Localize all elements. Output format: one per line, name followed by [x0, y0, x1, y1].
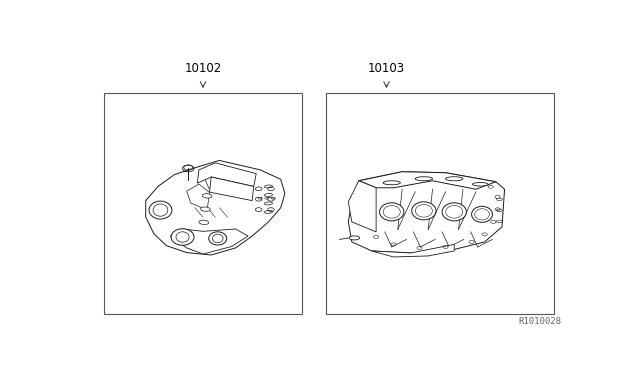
Polygon shape	[348, 181, 376, 232]
Ellipse shape	[171, 229, 194, 245]
Ellipse shape	[349, 236, 360, 240]
Ellipse shape	[472, 206, 492, 222]
Ellipse shape	[442, 203, 467, 221]
Bar	[326, 93, 554, 314]
Ellipse shape	[445, 205, 463, 218]
Polygon shape	[359, 172, 496, 189]
Ellipse shape	[199, 220, 209, 225]
Ellipse shape	[383, 205, 400, 218]
Ellipse shape	[472, 183, 488, 186]
Text: 10103: 10103	[368, 62, 405, 75]
Ellipse shape	[415, 205, 433, 217]
Ellipse shape	[212, 234, 223, 243]
Ellipse shape	[176, 232, 189, 242]
Polygon shape	[348, 172, 504, 253]
Ellipse shape	[202, 194, 212, 198]
Polygon shape	[187, 184, 209, 210]
Ellipse shape	[200, 207, 211, 211]
Ellipse shape	[415, 177, 433, 181]
Ellipse shape	[445, 177, 463, 181]
Ellipse shape	[475, 209, 490, 220]
Polygon shape	[170, 229, 248, 254]
Text: 10102: 10102	[184, 62, 221, 75]
Ellipse shape	[153, 204, 168, 216]
Ellipse shape	[149, 201, 172, 219]
Ellipse shape	[380, 203, 404, 221]
Polygon shape	[209, 177, 253, 201]
Polygon shape	[372, 244, 454, 257]
Polygon shape	[146, 160, 285, 255]
Ellipse shape	[412, 202, 436, 220]
Ellipse shape	[209, 232, 227, 245]
Bar	[104, 93, 302, 314]
Text: R1010028: R1010028	[518, 317, 561, 326]
Polygon shape	[197, 163, 256, 186]
Ellipse shape	[383, 181, 401, 185]
